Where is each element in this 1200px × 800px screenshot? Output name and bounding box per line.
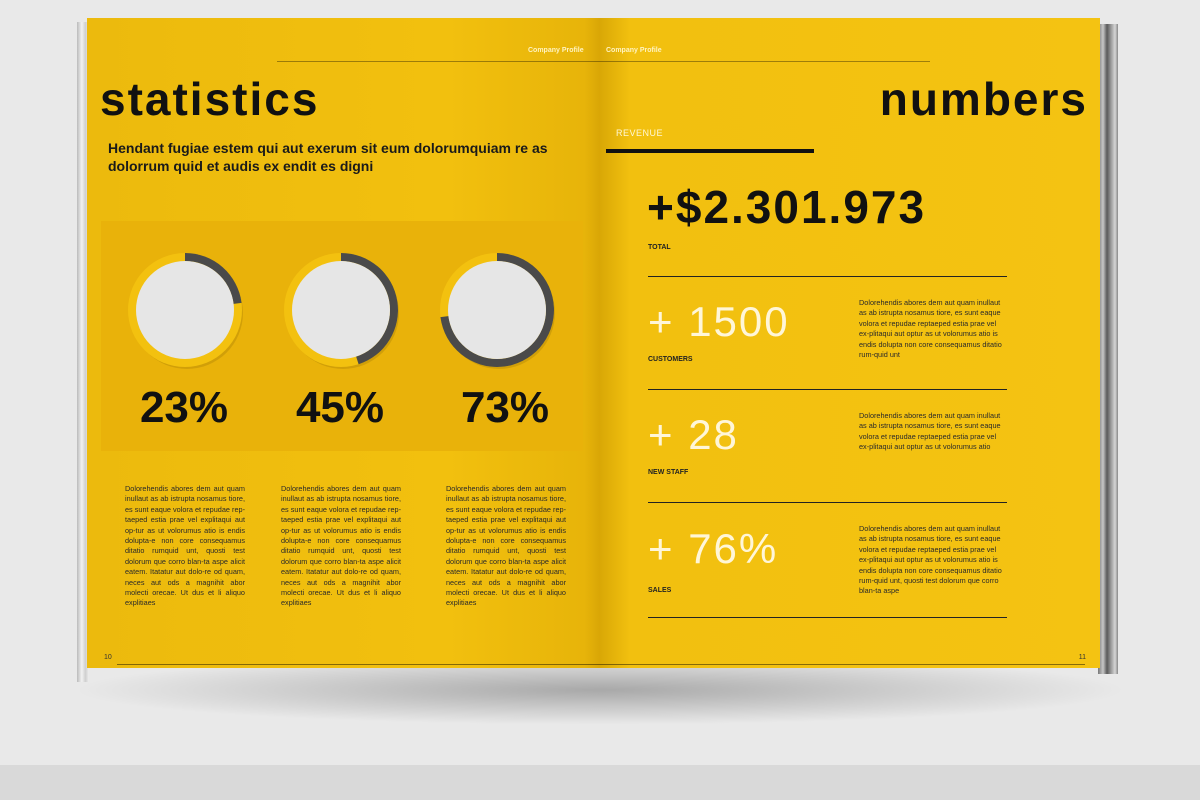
total-label: TOTAL: [648, 244, 671, 251]
top-rule-left: [277, 61, 600, 62]
stat-label-sales: SALES: [648, 587, 672, 594]
body-column-2: Dolorehendis abores dem aut quam inullau…: [281, 484, 401, 608]
donut-1-center: [136, 261, 234, 359]
page-title-statistics: statistics: [100, 73, 320, 125]
body-column-1: Dolorehendis abores dem aut quam inullau…: [125, 484, 245, 608]
body-column-3: Dolorehendis abores dem aut quam inullau…: [446, 484, 566, 608]
revenue-underline: [606, 149, 814, 153]
stat-value-customers: + 1500: [648, 298, 790, 345]
stat-divider-2: [648, 389, 1007, 390]
running-head-right: Company Profile: [606, 47, 662, 54]
revenue-label: REVENUE: [616, 128, 664, 138]
right-page-edges: [1098, 24, 1118, 674]
percent-label-3: 73%: [460, 383, 550, 432]
stat-value-sales: + 76%: [648, 525, 779, 572]
running-head-left: Company Profile: [528, 47, 584, 54]
subtitle: Hendant fugiae estem qui aut exerum sit …: [108, 140, 548, 174]
donut-chart-3: [440, 253, 555, 369]
donut-2-progress-arc: [341, 253, 398, 365]
stat-divider-3: [648, 502, 1007, 503]
chart-panel: 23% 45% 73%: [101, 221, 583, 451]
page-title-numbers: numbers: [879, 73, 1088, 125]
stat-label-customers: CUSTOMERS: [648, 356, 693, 363]
stat-desc-customers: Dolorehendis abores dem aut quam inullau…: [859, 298, 1002, 360]
donut-2-center: [292, 261, 390, 359]
percent-label-1: 23%: [139, 383, 229, 432]
bottom-rule-left: [117, 664, 600, 665]
stat-desc-new-staff: Dolorehendis abores dem aut quam inullau…: [859, 411, 1001, 452]
top-rule-right: [600, 61, 930, 62]
floor-band: [0, 765, 1200, 800]
left-page: Company Profile statistics Hendant fugia…: [87, 18, 600, 668]
bottom-rule-right: [600, 664, 1085, 665]
stat-desc-sales: Dolorehendis abores dem aut quam inullau…: [859, 524, 1002, 596]
stat-divider-1: [648, 276, 1007, 277]
percent-label-2: 45%: [295, 383, 385, 432]
donut-3-center: [448, 261, 546, 359]
donut-chart-1: [128, 253, 243, 369]
right-page: Company Profile numbers REVENUE +$2.301.…: [600, 18, 1100, 668]
total-value: +$2.301.973: [647, 181, 927, 233]
page-number-left: 10: [104, 654, 112, 661]
stat-value-new-staff: + 28: [648, 411, 739, 458]
stat-divider-4: [648, 617, 1007, 618]
donut-chart-2: [284, 253, 399, 369]
donut-1-progress-arc: [185, 253, 242, 304]
page-number-right: 11: [1078, 654, 1086, 661]
stat-label-new-staff: NEW STAFF: [648, 469, 689, 476]
left-page-edges: [77, 22, 89, 682]
